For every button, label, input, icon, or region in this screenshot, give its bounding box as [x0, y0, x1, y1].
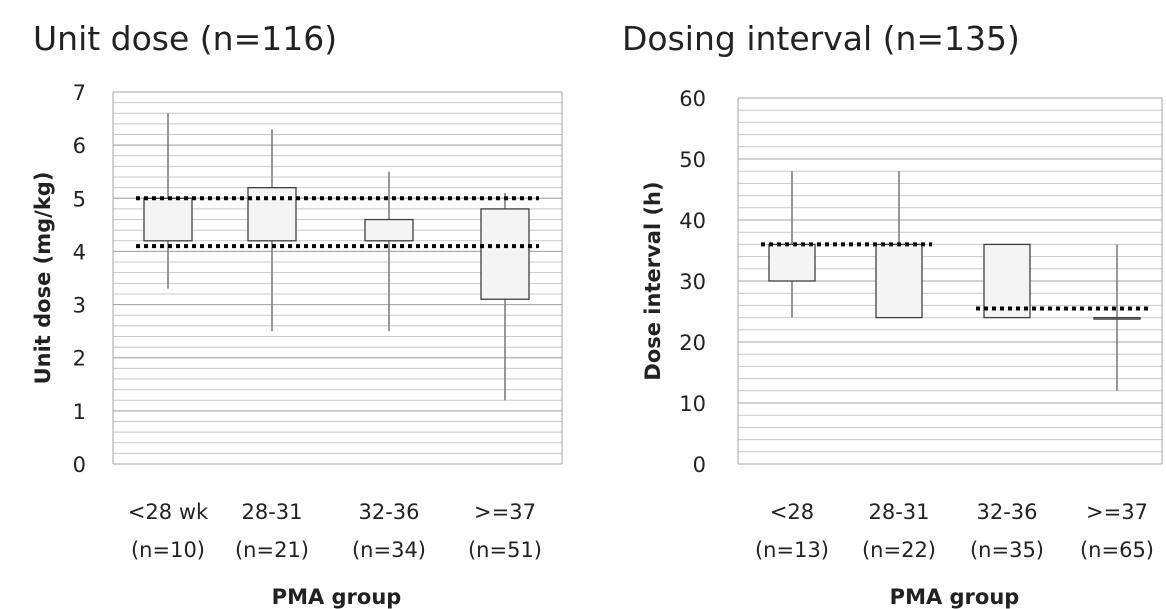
- dose-interval-x-axis-title: PMA group: [890, 585, 1020, 609]
- dose-interval-box-1: [768, 243, 816, 282]
- unit-dose-box-3: [364, 218, 414, 242]
- unit-dose-box-4: [480, 208, 530, 300]
- unit-dose-box-1: [143, 197, 193, 242]
- dose-interval-category-count: (n=35): [970, 538, 1044, 562]
- unit-dose-title: Unit dose (n=116): [33, 19, 337, 58]
- dose-interval-category-label: 32-36: [976, 500, 1037, 524]
- unit-dose-chart: Unit dose (n=116) 0 1 2 3 4 5 6 7 Unit dose (mg/k…: [31, 19, 563, 609]
- unit-dose-y-tick-label: 5: [73, 187, 86, 211]
- dose-interval-y-tick-label: 30: [679, 270, 706, 294]
- unit-dose-y-tick-label: 6: [73, 134, 86, 158]
- unit-dose-box-2: [247, 187, 297, 242]
- unit-dose-category-count: (n=51): [468, 538, 542, 562]
- dose-interval-category-count: (n=13): [755, 538, 829, 562]
- dose-interval-category-count: (n=65): [1080, 538, 1154, 562]
- dose-interval-y-tick-label: 0: [693, 453, 706, 477]
- unit-dose-y-tick-label: 0: [73, 453, 86, 477]
- dose-interval-y-tick-label: 60: [679, 87, 706, 111]
- unit-dose-y-tick-label: 7: [73, 81, 86, 105]
- dose-interval-y-tick-label: 40: [679, 209, 706, 233]
- dose-interval-y-tick-label: 50: [679, 148, 706, 172]
- unit-dose-y-tick-label: 4: [73, 240, 86, 264]
- dose-interval-y-tick-label: 10: [679, 392, 706, 416]
- dose-interval-box-2: [875, 243, 923, 319]
- unit-dose-x-axis-title: PMA group: [272, 585, 402, 609]
- dosing-interval-chart: Dosing interval (n=135) 0 10 20 30 40 50 60 Dose…: [622, 19, 1163, 609]
- unit-dose-y-tick-label: 2: [73, 347, 86, 371]
- dose-interval-box-4: [1093, 316, 1141, 320]
- dose-interval-category-label: <28: [770, 500, 814, 524]
- unit-dose-y-axis-title: Unit dose (mg/kg): [31, 172, 55, 385]
- unit-dose-category-label: 28-31: [241, 500, 302, 524]
- unit-dose-y-tick-label: 3: [73, 294, 86, 318]
- dose-interval-category-count: (n=22): [862, 538, 936, 562]
- dose-interval-y-axis-title: Dose interval (h): [641, 181, 665, 380]
- dose-interval-y-tick-label: 20: [679, 331, 706, 355]
- unit-dose-category-label: >=37: [474, 500, 536, 524]
- unit-dose-category-label: <28 wk: [128, 500, 209, 524]
- unit-dose-category-count: (n=34): [352, 538, 426, 562]
- dose-interval-category-label: 28-31: [868, 500, 929, 524]
- dose-interval-category-label: >=37: [1086, 500, 1148, 524]
- unit-dose-category-count: (n=10): [131, 538, 205, 562]
- dose-interval-title: Dosing interval (n=135): [622, 19, 1020, 58]
- unit-dose-category-count: (n=21): [235, 538, 309, 562]
- dose-interval-box-3: [983, 243, 1031, 319]
- unit-dose-y-tick-label: 1: [73, 400, 86, 424]
- unit-dose-category-label: 32-36: [358, 500, 419, 524]
